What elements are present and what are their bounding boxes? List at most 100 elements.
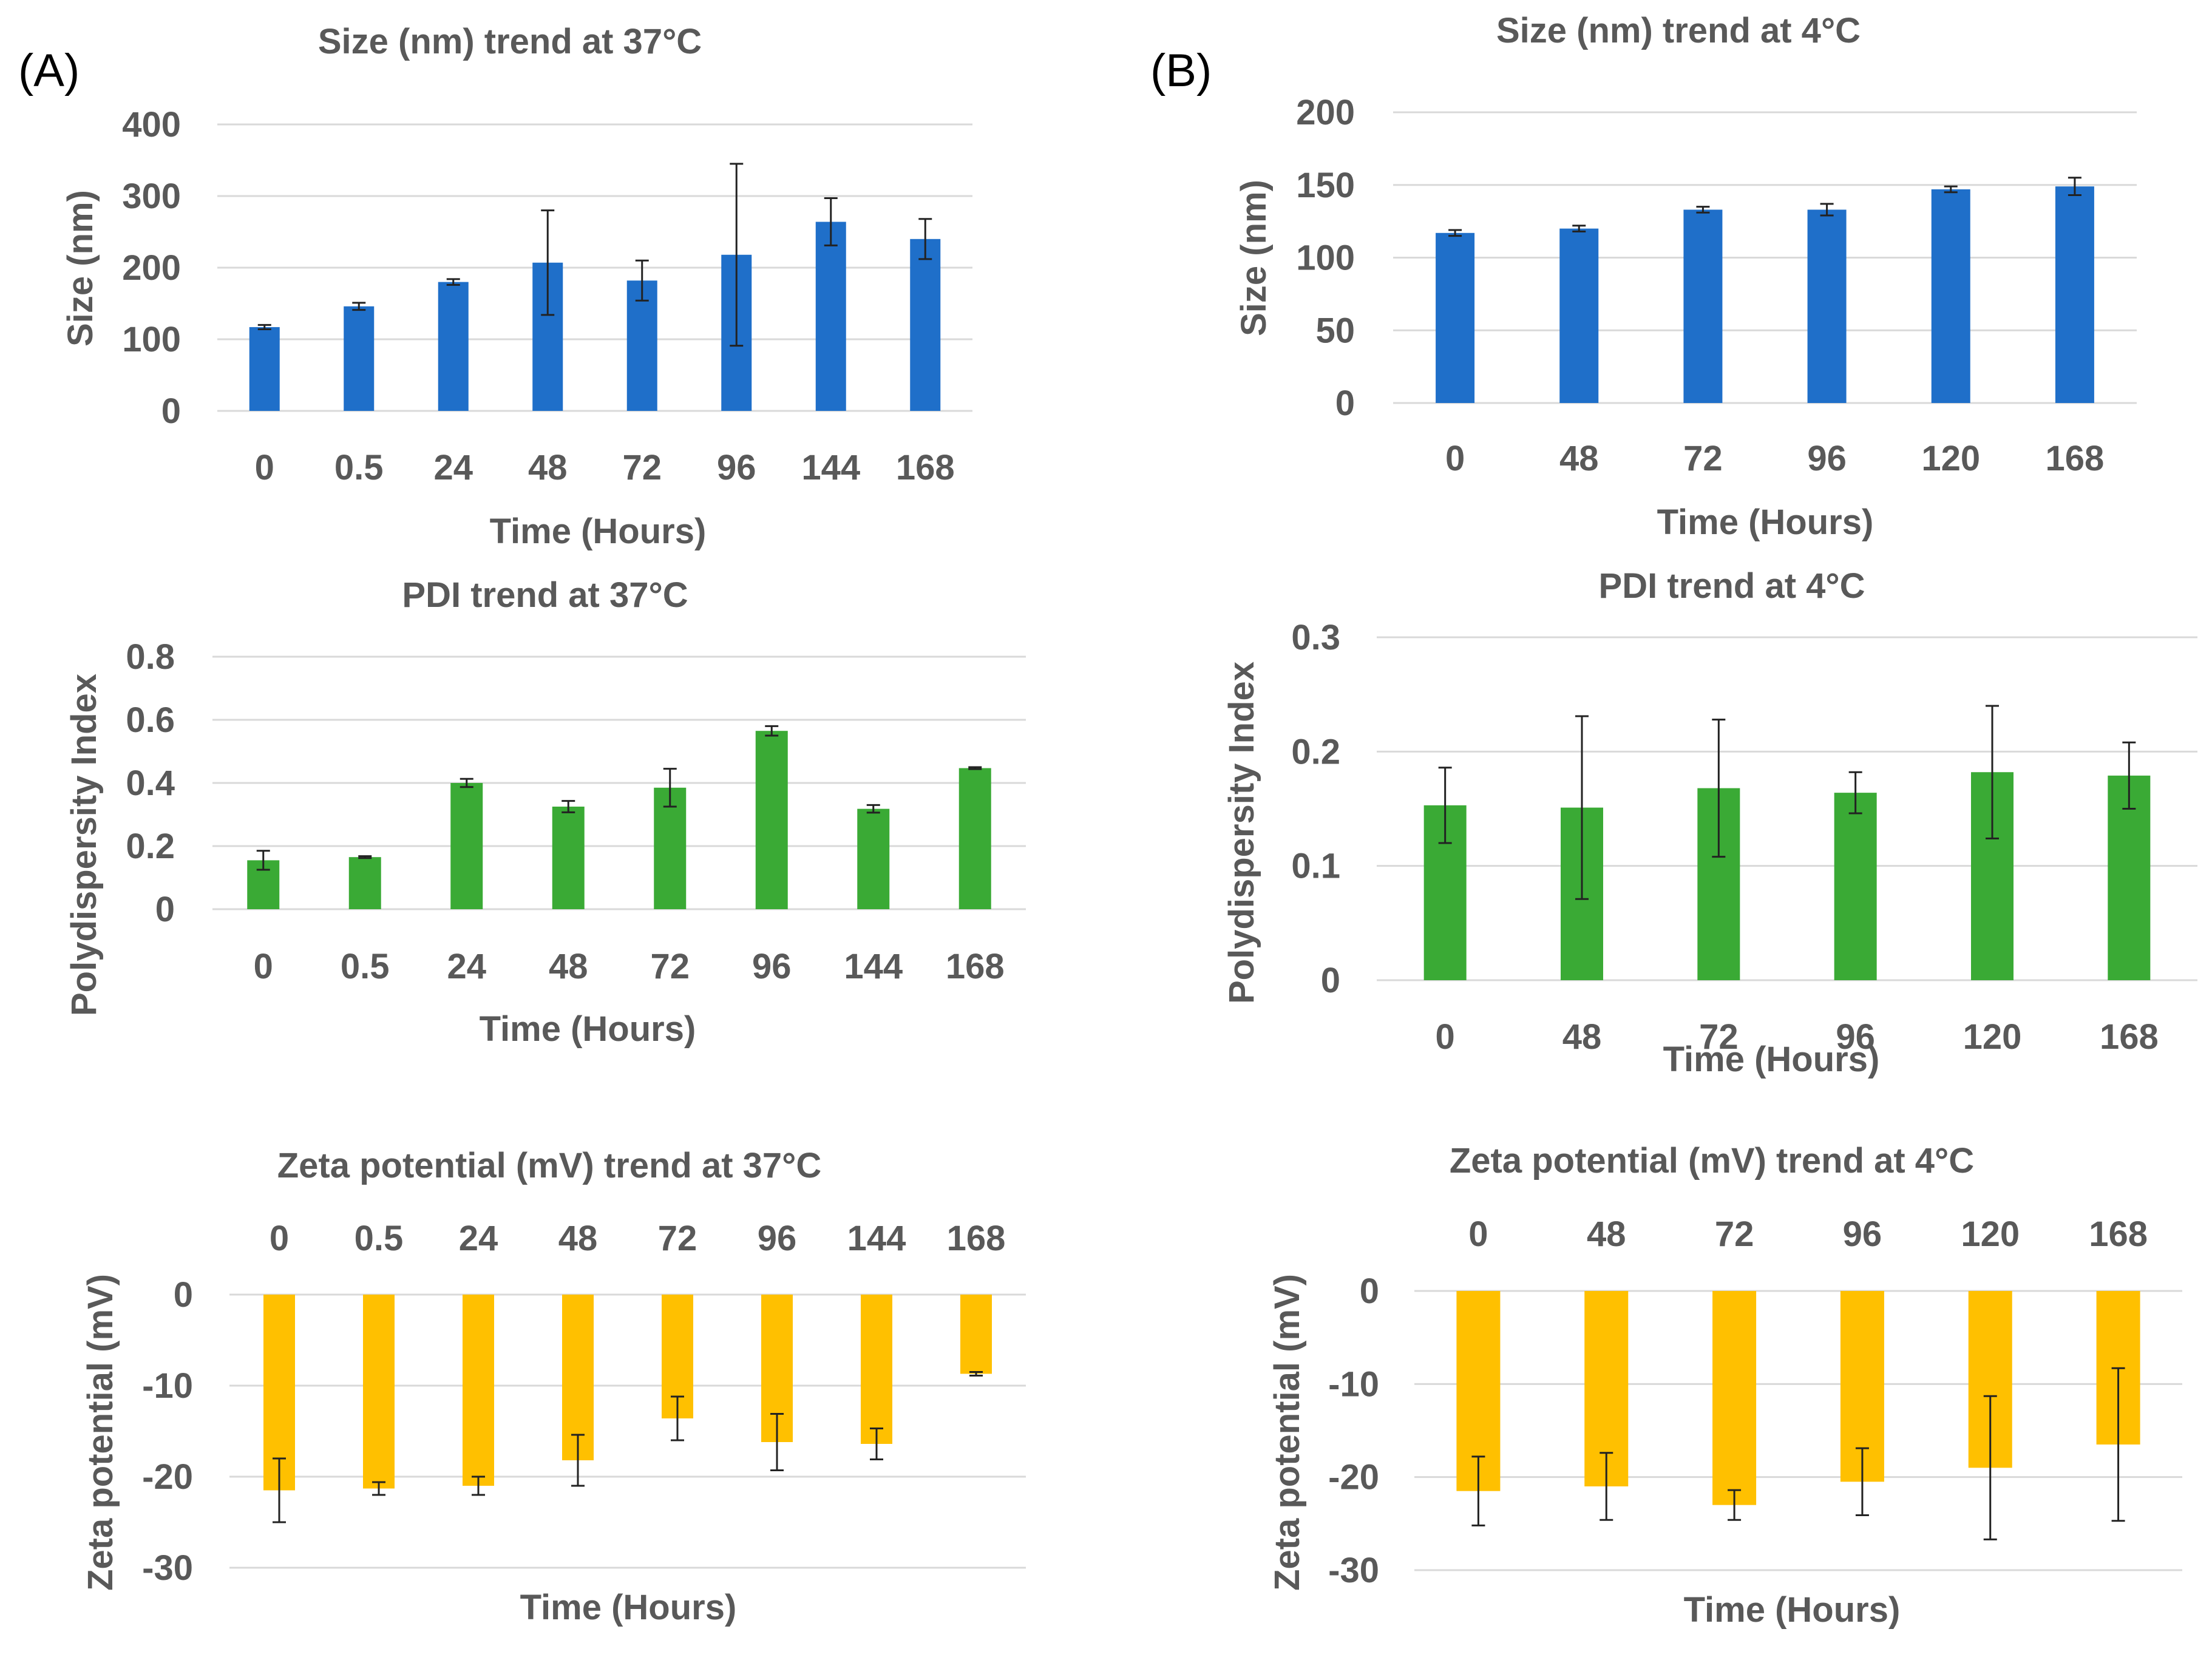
- y-tick-label: 100: [122, 320, 181, 359]
- error-bar: [866, 804, 880, 814]
- x-tick-label: 48: [558, 1219, 598, 1258]
- x-tick-label: 0: [270, 1219, 289, 1258]
- y-tick-label: 150: [1296, 166, 1355, 205]
- bar: [450, 783, 483, 909]
- y-tick-label: 0.4: [126, 764, 175, 803]
- y-tick-label: 0: [1360, 1272, 1379, 1311]
- chart-6: Zeta potential (mV) trend at 4°C -30 -20 -1…: [1267, 1141, 2182, 1630]
- panel-label-b: (B): [1150, 45, 1212, 97]
- error-bar: [1575, 715, 1589, 900]
- x-tick-label: 48: [528, 448, 568, 487]
- x-tick-label: 168: [2089, 1214, 2148, 1254]
- bar: [1559, 228, 1599, 403]
- x-tick-label: 0: [254, 947, 273, 986]
- x-tick-label: 96: [752, 947, 792, 986]
- x-axis-title: Time (Hours): [490, 512, 707, 551]
- error-bar: [358, 855, 372, 859]
- error-bar: [968, 766, 982, 770]
- x-tick-label: 144: [801, 448, 860, 487]
- x-tick-label: 120: [1921, 439, 1980, 478]
- error-bar: [1728, 1489, 1742, 1521]
- error-bar: [2068, 177, 2081, 197]
- error-bar: [1448, 229, 1462, 237]
- error-bar: [1820, 203, 1834, 217]
- error-bar: [2122, 741, 2136, 810]
- x-tick-label: 72: [1699, 1017, 1739, 1057]
- bar: [1436, 232, 1475, 403]
- panel-label-a: (A): [18, 45, 80, 97]
- bar: [815, 222, 846, 411]
- x-tick-label: 168: [2100, 1017, 2159, 1057]
- x-axis-title: Time (Hours): [1657, 503, 1874, 542]
- y-tick-label: 50: [1315, 311, 1355, 350]
- x-axis-title: Time (Hours): [1684, 1590, 1901, 1630]
- x-tick-label: 168: [2046, 439, 2105, 478]
- x-tick-label: 72: [658, 1219, 697, 1258]
- error-bar: [1600, 1452, 1613, 1521]
- x-tick-label: 24: [433, 448, 473, 487]
- x-tick-label: 144: [847, 1219, 906, 1258]
- error-bar: [1696, 206, 1710, 214]
- y-tick-label: -20: [142, 1457, 193, 1497]
- x-tick-label: 72: [1715, 1214, 1754, 1254]
- chart-title: PDI trend at 4°C: [1599, 566, 1865, 606]
- bar: [654, 787, 687, 909]
- x-tick-label: 48: [1559, 439, 1599, 478]
- bar: [562, 1295, 594, 1460]
- error-bar: [1983, 1395, 1997, 1540]
- bar: [2108, 775, 2151, 980]
- x-tick-label: 0.5: [355, 1219, 404, 1258]
- x-axis-title: Time (Hours): [520, 1588, 737, 1627]
- x-tick-label: 96: [1807, 439, 1847, 478]
- x-tick-label: 24: [447, 947, 486, 986]
- bar: [1834, 793, 1877, 980]
- error-bar: [460, 777, 473, 788]
- error-bar: [571, 1434, 585, 1487]
- error-bar: [446, 278, 460, 286]
- chart-title: Zeta potential (mV) trend at 37°C: [277, 1146, 822, 1185]
- y-tick-label: 0: [174, 1275, 193, 1315]
- error-bar: [1572, 225, 1586, 232]
- x-tick-label: 72: [622, 448, 662, 487]
- chart-title: Zeta potential (mV) trend at 4°C: [1450, 1141, 1974, 1180]
- error-bar: [765, 725, 779, 737]
- x-tick-label: 144: [844, 947, 903, 986]
- error-bar: [870, 1428, 883, 1460]
- y-tick-label: 0.2: [1291, 732, 1340, 771]
- bar: [1807, 209, 1847, 403]
- x-tick-label: 0: [255, 448, 274, 487]
- y-axis-title: Zeta potential (mV): [1267, 1274, 1307, 1591]
- error-bar: [770, 1413, 784, 1471]
- bar: [857, 808, 890, 909]
- chart-title: Size (nm) trend at 37°C: [318, 22, 702, 61]
- bar: [626, 280, 657, 411]
- error-bar: [2111, 1367, 2125, 1522]
- x-tick-label: 96: [717, 448, 756, 487]
- bar: [958, 768, 991, 909]
- y-axis-title: Zeta potential (mV): [81, 1274, 120, 1591]
- bar: [910, 239, 941, 411]
- bar: [1683, 209, 1723, 403]
- bar: [363, 1295, 395, 1489]
- x-axis-title: Time (Hours): [480, 1009, 696, 1049]
- x-tick-label: 24: [459, 1219, 498, 1258]
- error-bar: [969, 1371, 983, 1377]
- error-bar: [1848, 771, 1862, 815]
- y-tick-label: 0: [161, 391, 181, 431]
- x-tick-label: 120: [1963, 1017, 2022, 1057]
- y-tick-label: -30: [142, 1548, 193, 1588]
- x-tick-label: 72: [650, 947, 690, 986]
- error-bar: [541, 209, 555, 316]
- x-tick-label: 168: [896, 448, 955, 487]
- error-bar: [918, 218, 932, 260]
- x-tick-label: 96: [1836, 1017, 1875, 1057]
- x-tick-label: 72: [1683, 439, 1723, 478]
- bar: [1712, 1291, 1757, 1505]
- chart-title: PDI trend at 37°C: [402, 575, 688, 615]
- error-bar: [257, 323, 271, 330]
- chart-2: Size (nm) trend at 4°C 0 50 100 150 200 0 48 72 9…: [1234, 11, 2137, 542]
- bar: [249, 327, 280, 411]
- error-bar: [663, 768, 677, 808]
- charts: Size (nm) trend at 37°C 0 100 200 300 400 0 0.5…: [61, 11, 2197, 1630]
